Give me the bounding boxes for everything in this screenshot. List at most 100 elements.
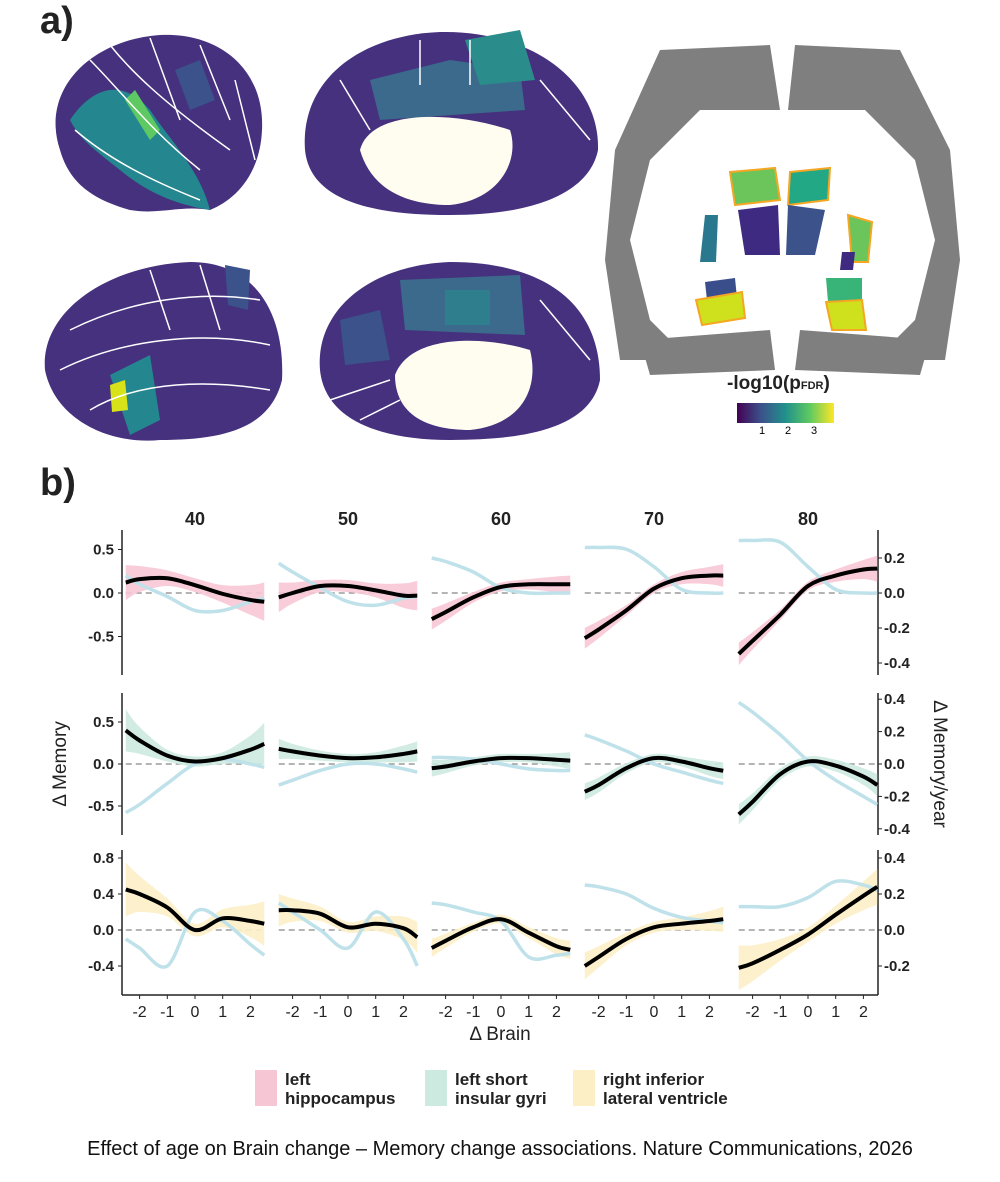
legend-swatch	[255, 1070, 277, 1106]
right-tick-label: 0.4	[884, 850, 906, 867]
left-tick-label: 0.5	[93, 714, 114, 731]
legend-label-line1: right inferior	[603, 1070, 705, 1089]
fit-line	[125, 887, 265, 933]
x-tick-label: -2	[591, 1004, 605, 1021]
memory-per-year-line	[431, 755, 571, 773]
confidence-band	[431, 914, 571, 959]
panel-b-chart: 40 50 60 70 80 0.5 0.0 -0.5 0.2 0.0 -0.2 -0.4 0.5 0.0…	[50, 509, 950, 1045]
fit-line	[430, 582, 571, 621]
left-tick-label: -0.5	[88, 798, 114, 815]
right-tick-label: -0.2	[884, 958, 910, 975]
left-tick-label: 0.0	[93, 756, 114, 773]
memory-per-year-line	[584, 733, 724, 786]
colorbar-title-end: )	[823, 373, 830, 394]
x-tick-label: -1	[466, 1004, 480, 1021]
colorbar-tick-3: 3	[811, 425, 818, 437]
left-tick-label: 0.4	[93, 886, 115, 903]
coronal-slice	[605, 45, 960, 375]
right-tick-label: -0.2	[884, 788, 910, 805]
facet-title-80: 80	[798, 509, 818, 529]
brain-maps	[44, 30, 960, 441]
colorbar-title-subscript: FDR	[800, 380, 824, 392]
x-tick-label: 2	[705, 1004, 714, 1021]
lateral-right-hemisphere	[44, 262, 283, 441]
x-tick-label: 0	[804, 1004, 813, 1021]
right-tick-label: 0.4	[884, 691, 906, 708]
right-tick-label: 0.0	[884, 756, 905, 773]
confidence-band	[125, 862, 265, 947]
fit-line	[583, 573, 724, 640]
x-tick-label: 2	[399, 1004, 408, 1021]
x-tick-label: -2	[438, 1004, 452, 1021]
memory-per-year-line	[738, 538, 878, 596]
left-tick-label: 0.5	[93, 542, 114, 559]
x-tick-label: 0	[497, 1004, 506, 1021]
x-tick-label: 2	[246, 1004, 255, 1021]
x-tick-label: 0	[344, 1004, 353, 1021]
fit-line	[737, 759, 879, 816]
colorbar	[737, 403, 834, 423]
x-tick-label: -1	[773, 1004, 787, 1021]
medial-left-hemisphere	[304, 30, 599, 215]
right-tick-label: 0.2	[884, 886, 905, 903]
fit-line	[737, 566, 878, 656]
facet-title-50: 50	[338, 509, 358, 529]
confidence-band	[738, 555, 878, 666]
legend-label: left short insular gyri	[455, 1070, 595, 1108]
fit-line	[583, 755, 724, 794]
confidence-band	[584, 753, 724, 801]
memory-per-year-line	[278, 761, 418, 787]
x-tick-label: 2	[859, 1004, 868, 1021]
x-tick-label: -1	[160, 1004, 174, 1021]
x-tick-label: 0	[650, 1004, 659, 1021]
x-tick-label: -2	[745, 1004, 759, 1021]
x-tick-label: 0	[191, 1004, 200, 1021]
confidence-band	[125, 709, 265, 767]
memory-per-year-line	[584, 545, 724, 596]
right-tick-label: -0.4	[884, 821, 911, 838]
legend-item-ventricle: right inferior lateral ventricle	[573, 1070, 773, 1108]
legend-item-hippocampus: left hippocampus	[255, 1070, 425, 1108]
left-y-axis-label: Δ Memory	[50, 721, 71, 807]
x-tick-label: 2	[552, 1004, 561, 1021]
legend-label-line1: left	[285, 1070, 311, 1089]
right-tick-label: 0.2	[884, 550, 905, 567]
colorbar-title-main: -log10(p	[727, 373, 801, 394]
right-tick-label: 0.2	[884, 724, 905, 741]
medial-right-hemisphere	[319, 262, 600, 440]
legend-label-line2: insular gyri	[455, 1089, 547, 1108]
legend-swatch	[573, 1070, 595, 1106]
legend-item-insular: left short insular gyri	[425, 1070, 595, 1108]
fit-line	[583, 917, 724, 968]
fit-line	[278, 746, 418, 761]
x-tick-label: -2	[285, 1004, 299, 1021]
fit-line	[738, 885, 879, 970]
x-axis-label: Δ Brain	[469, 1024, 530, 1045]
right-tick-label: -0.2	[884, 620, 910, 637]
left-tick-label: 0.8	[93, 850, 114, 867]
panel-b-label: b)	[40, 462, 76, 504]
memory-per-year-line	[124, 757, 265, 815]
confidence-band	[738, 756, 878, 825]
x-tick-label: -1	[619, 1004, 633, 1021]
x-tick-label: 1	[831, 1004, 840, 1021]
facet-title-70: 70	[644, 509, 664, 529]
memory-per-year-line	[738, 879, 878, 910]
fit-line	[278, 907, 419, 939]
fit-line	[430, 917, 571, 952]
lateral-left-hemisphere	[55, 34, 263, 212]
right-y-axis-label: Δ Memory/year	[929, 700, 950, 828]
confidence-band	[584, 906, 724, 980]
colorbar-tick-1: 1	[759, 425, 766, 437]
x-tick-label: 1	[218, 1004, 227, 1021]
legend-label: left hippocampus	[285, 1070, 425, 1108]
confidence-band	[738, 868, 878, 991]
colorbar-title: -log10(pFDR)	[727, 373, 830, 395]
fit-line	[124, 728, 266, 764]
facet-title-60: 60	[491, 509, 511, 529]
legend-label-line2: lateral ventricle	[603, 1089, 728, 1108]
legend-label: right inferior lateral ventricle	[603, 1070, 773, 1108]
left-tick-label: -0.5	[88, 629, 114, 646]
panel-a-label: a)	[40, 0, 74, 42]
